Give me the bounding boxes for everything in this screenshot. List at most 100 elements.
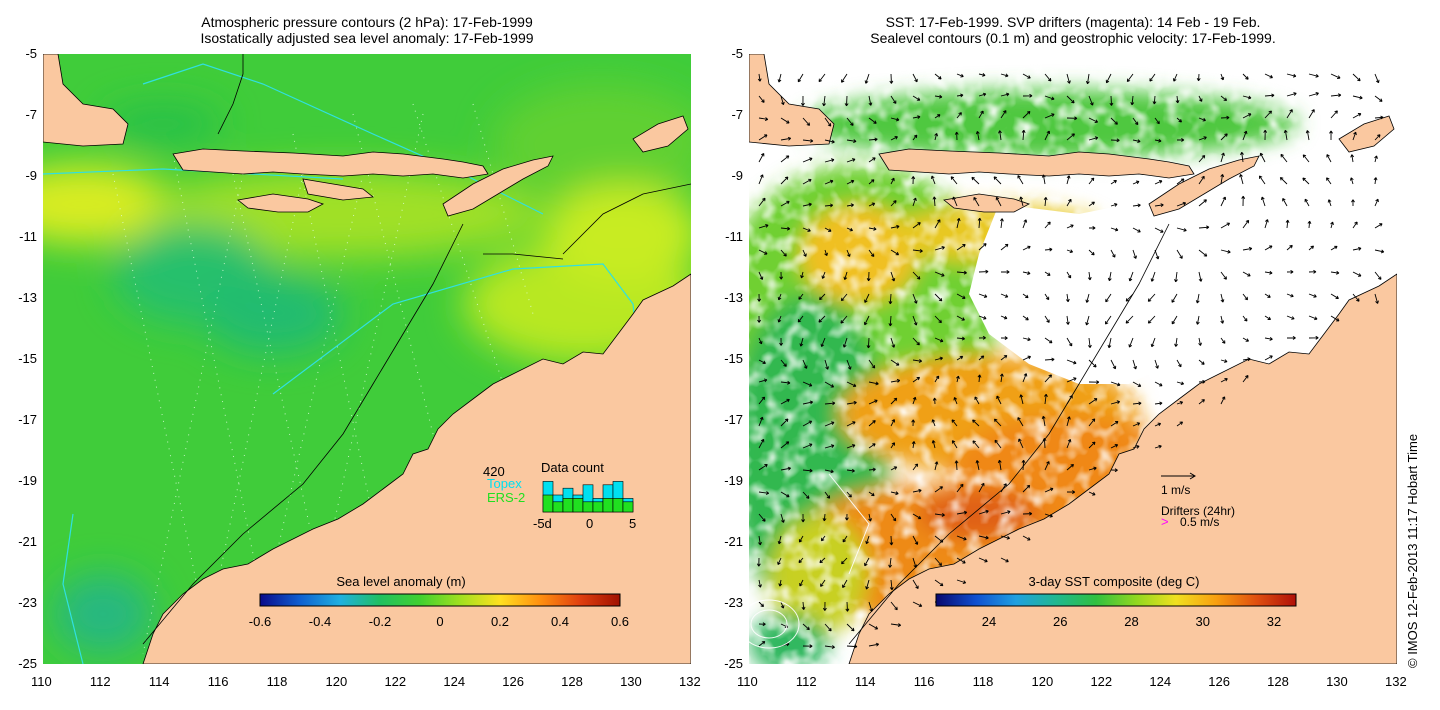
velocity-arrow-440 <box>1041 415 1046 427</box>
velocity-arrow-485 <box>802 491 810 499</box>
velocity-arrow-58 <box>758 117 769 121</box>
velocity-arrow-239 <box>1220 249 1231 254</box>
velocity-arrow-287 <box>1000 293 1009 298</box>
velocity-arrow-340 <box>934 337 944 343</box>
ers2-bar-2 <box>562 498 574 513</box>
velocity-arrow-427 <box>758 416 764 427</box>
velocity-arrow-506 <box>912 513 922 520</box>
velocity-arrow-148 <box>1132 180 1140 185</box>
velocity-arrow-269 <box>1242 271 1251 277</box>
land-lesser-sunda <box>172 148 489 179</box>
velocity-arrow-105 <box>1154 138 1162 143</box>
velocity-arrow-52 <box>1264 93 1275 98</box>
velocity-arrow-444 <box>1132 422 1141 427</box>
velocity-arrow-425 <box>1198 399 1205 405</box>
velocity-arrow-252 <box>866 271 871 282</box>
velocity-arrow-208 <box>1176 227 1187 232</box>
velocity-arrow-354 <box>1242 337 1250 342</box>
velocity-arrow-327 <box>1242 315 1248 322</box>
velocity-arrow-294 <box>1147 293 1156 302</box>
velocity-arrow-159 <box>1373 177 1378 185</box>
copyright-notice: © IMOS 12-Feb-2013 11:17 Hobart Time <box>1405 433 1420 668</box>
velocity-arrow-508 <box>956 510 968 515</box>
velocity-arrow-236 <box>1154 249 1160 260</box>
velocity-arrow-213 <box>1285 219 1290 229</box>
velocity-arrow-166 <box>890 200 897 207</box>
velocity-arrow-557 <box>758 622 766 627</box>
velocity-arrow-362 <box>846 359 852 370</box>
velocity-arrow-135 <box>846 179 855 185</box>
velocity-arrow-551 <box>822 601 827 611</box>
right-y-tick-3: -11 <box>725 229 743 244</box>
velocity-arrow-301 <box>1308 293 1317 298</box>
velocity-arrow-530 <box>841 557 848 565</box>
velocity-arrow-491 <box>934 486 943 493</box>
velocity-arrow-358 <box>758 359 766 365</box>
left-y-tick-2: -9 <box>25 168 37 183</box>
velocity-arrow-348 <box>1107 337 1112 349</box>
velocity-arrow-286 <box>978 293 988 298</box>
right-y-tick-1: -7 <box>731 107 743 122</box>
right-map[interactable]: 1 m/s Drifters (24hr) > 0.5 m/s 3-day SS… <box>749 54 1397 664</box>
left-y-tick-6: -17 <box>18 412 37 427</box>
velocity-arrow-210 <box>1220 222 1231 229</box>
velocity-arrow-248 <box>779 271 784 280</box>
velocity-arrow-12 <box>1022 73 1031 79</box>
velocity-arrow-89 <box>802 138 814 143</box>
velocity-arrow-361 <box>824 359 829 370</box>
ers2-bar-7 <box>612 498 624 513</box>
velocity-arrow-229 <box>1000 243 1009 251</box>
velocity-arrow-488 <box>868 491 875 497</box>
velocity-arrow-249 <box>800 271 804 279</box>
velocity-arrow-421 <box>1110 400 1121 405</box>
velocity-arrow-395 <box>1044 374 1052 383</box>
left-map[interactable]: 420 Topex ERS-2 Data count -5d 0 5 Sea l… <box>43 54 691 664</box>
velocity-arrow-162 <box>802 202 812 207</box>
velocity-arrow-41 <box>1022 93 1033 98</box>
velocity-arrow-129 <box>1350 154 1355 163</box>
velocity-arrow-139 <box>930 175 936 185</box>
right-x-tick-6: 122 <box>1090 674 1113 689</box>
velocity-arrow-7 <box>912 73 918 83</box>
velocity-arrow-391 <box>956 375 960 383</box>
velocity-arrow-152 <box>1220 174 1225 185</box>
velocity-arrow-503 <box>844 513 849 521</box>
velocity-arrow-300 <box>1286 293 1294 298</box>
velocity-arrow-202 <box>1044 221 1051 229</box>
velocity-arrow-28 <box>1374 73 1380 84</box>
velocity-arrow-322 <box>1125 315 1134 324</box>
velocity-arrow-150 <box>1176 178 1185 185</box>
velocity-arrow-531 <box>864 557 870 567</box>
velocity-arrow-552 <box>845 601 850 612</box>
velocity-arrow-124 <box>1240 151 1244 163</box>
velocity-arrow-78 <box>1198 117 1206 122</box>
velocity-arrow-98 <box>998 130 1002 141</box>
velocity-arrow-10 <box>978 73 986 77</box>
velocity-arrow-76 <box>1154 117 1160 125</box>
velocity-arrow-392 <box>977 374 982 383</box>
right-colorbar-tick-2: 28 <box>1124 614 1138 629</box>
velocity-arrow-438 <box>993 418 1002 427</box>
velocity-arrow-494 <box>1000 483 1007 493</box>
velocity-arrow-146 <box>1088 177 1095 185</box>
velocity-arrow-313 <box>934 315 942 324</box>
velocity-arrow-486 <box>824 491 831 499</box>
velocity-arrow-272 <box>1308 269 1317 274</box>
velocity-arrow-0 <box>757 73 762 82</box>
velocity-arrow-177 <box>1132 203 1141 208</box>
land-timor-sst <box>1148 155 1260 217</box>
right-y-tick-2: -9 <box>731 168 743 183</box>
velocity-arrow-174 <box>1066 198 1072 207</box>
velocity-arrow-324 <box>1171 315 1178 325</box>
velocity-arrow-536 <box>978 557 988 563</box>
velocity-arrow-309 <box>840 315 848 324</box>
velocity-arrow-130 <box>1374 155 1378 163</box>
velocity-arrow-271 <box>1286 269 1294 274</box>
velocity-arrow-4 <box>841 73 848 83</box>
velocity-arrow-230 <box>1022 245 1031 251</box>
velocity-arrow-64 <box>890 117 900 122</box>
velocity-arrow-302 <box>1330 293 1339 300</box>
velocity-arrow-79 <box>1220 115 1230 120</box>
velocity-arrow-165 <box>868 202 876 207</box>
velocity-arrow-164 <box>846 203 854 208</box>
